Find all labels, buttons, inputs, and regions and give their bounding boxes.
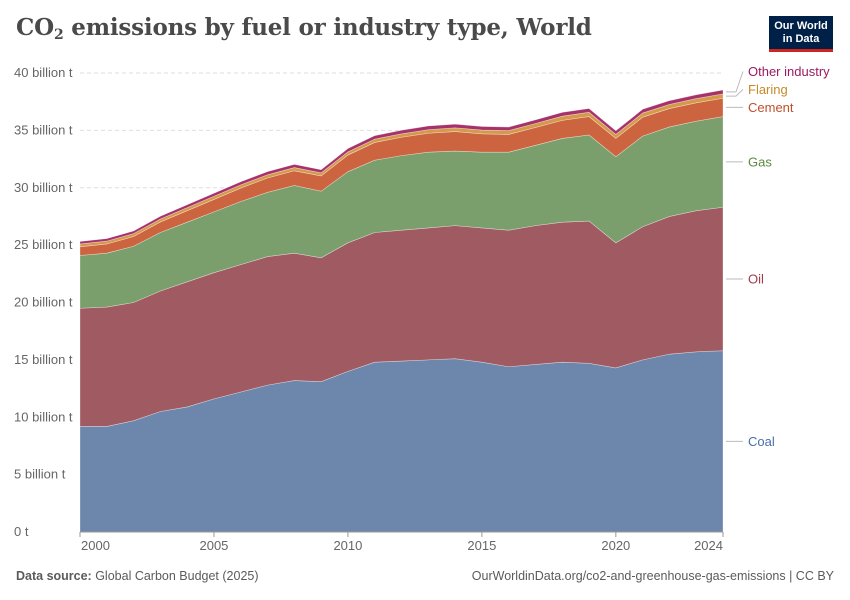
x-tick-label: 2024 xyxy=(694,538,723,553)
y-tick-label: 25 billion t xyxy=(14,237,73,252)
x-tick-label: 2005 xyxy=(199,538,228,553)
legend-connector xyxy=(726,71,744,93)
y-tick-label: 35 billion t xyxy=(14,122,73,137)
legend-label-flaring: Flaring xyxy=(748,82,788,97)
legend-label-coal: Coal xyxy=(748,434,775,449)
owid-logo[interactable]: Our World in Data xyxy=(769,16,833,52)
legend-connector xyxy=(726,89,744,97)
area-other-industry xyxy=(79,89,724,245)
legend-label-oil: Oil xyxy=(748,271,764,286)
legend-label-gas: Gas xyxy=(748,154,772,169)
y-tick-label: 0 t xyxy=(14,524,29,539)
x-tick-label: 2000 xyxy=(81,538,110,553)
legend-label-cement: Cement xyxy=(748,100,794,115)
legend-label-other-industry: Other industry xyxy=(748,64,830,79)
x-tick-label: 2020 xyxy=(601,538,630,553)
source-url[interactable]: OurWorldinData.org/co2-and-greenhouse-ga… xyxy=(471,569,834,583)
y-tick-label: 20 billion t xyxy=(14,295,73,310)
data-source: Data source: Global Carbon Budget (2025) xyxy=(16,569,259,583)
x-tick-label: 2015 xyxy=(467,538,496,553)
y-tick-label: 30 billion t xyxy=(14,180,73,195)
chart-title: CO2 emissions by fuel or industry type, … xyxy=(16,14,592,43)
y-tick-label: 5 billion t xyxy=(14,467,66,482)
y-tick-label: 15 billion t xyxy=(14,352,73,367)
y-tick-label: 40 billion t xyxy=(14,65,73,80)
y-tick-label: 10 billion t xyxy=(14,409,73,424)
x-tick-label: 2010 xyxy=(333,538,362,553)
